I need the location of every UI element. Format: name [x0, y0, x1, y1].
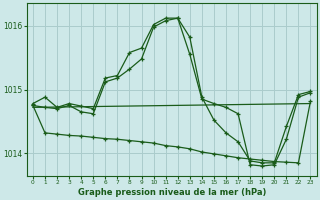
X-axis label: Graphe pression niveau de la mer (hPa): Graphe pression niveau de la mer (hPa)	[77, 188, 266, 197]
